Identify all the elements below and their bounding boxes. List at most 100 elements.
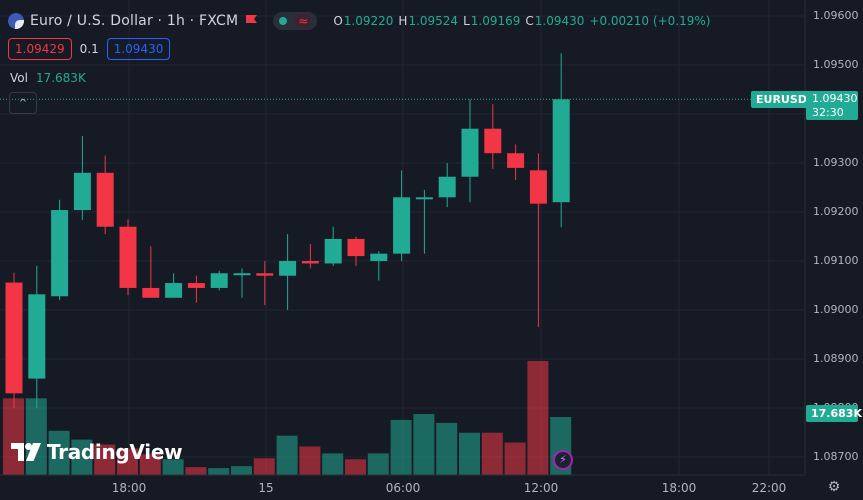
market-open-icon <box>279 17 288 25</box>
candle <box>415 189 433 254</box>
logo-text: TradingView <box>47 440 183 464</box>
candle-body <box>347 238 365 257</box>
time-tick-label: 15 <box>258 481 274 495</box>
time-axis[interactable]: 18:00 15 06:00 12:00 18:00 22:00 <box>0 475 805 500</box>
candle <box>96 155 114 235</box>
chart-header: Euro / U.S. Dollar · 1h · FXCM ≈ O 1.092… <box>8 10 715 32</box>
candle <box>142 246 160 298</box>
time-tick-label: 18:00 <box>111 481 147 495</box>
candle <box>256 261 274 306</box>
candle-body <box>96 172 114 227</box>
low-label: L <box>463 14 470 28</box>
candle-body <box>461 128 479 177</box>
candle <box>73 136 91 220</box>
candle <box>28 265 46 408</box>
volume-label: Vol <box>10 71 28 85</box>
candle-body <box>507 153 525 168</box>
time-tick-label: 22:00 <box>751 481 787 495</box>
volume-value: 17.683K <box>35 71 86 85</box>
candle-body <box>119 226 137 288</box>
candle <box>187 275 205 303</box>
status-pill[interactable]: ≈ <box>273 12 318 30</box>
volume-bar <box>299 446 321 475</box>
candle-body <box>256 273 274 276</box>
volume-bar <box>390 419 412 475</box>
candle <box>461 99 479 203</box>
time-tick-label: 18:00 <box>661 481 697 495</box>
candle-body <box>165 283 183 298</box>
open-value: 1.09220 <box>343 14 394 28</box>
tradingview-logo[interactable]: TradingView <box>11 440 183 464</box>
last-price-value: 1.09430 <box>812 92 858 105</box>
candle <box>233 268 251 298</box>
currency-flag-icon <box>8 13 24 29</box>
price-tick-label: 1.09500 <box>813 58 859 71</box>
candle-body <box>415 197 433 200</box>
candle <box>210 270 228 291</box>
change-value: +0.00210 (+0.19%) <box>589 14 711 28</box>
volume-bar <box>185 467 207 475</box>
candle-body <box>5 282 23 394</box>
volume-bar <box>48 430 70 475</box>
candle-body <box>484 128 502 154</box>
candle <box>165 273 183 298</box>
candle-body <box>370 253 388 261</box>
price-axis[interactable]: 1.096001.095001.094001.093001.092001.091… <box>805 0 863 475</box>
candle-body <box>51 210 69 297</box>
volume-bar <box>231 466 252 475</box>
candle-body <box>529 170 547 204</box>
volume-bar <box>367 453 389 475</box>
candle <box>529 153 547 328</box>
time-tick-label: 06:00 <box>385 481 421 495</box>
low-value: 1.09169 <box>470 14 521 28</box>
collapse-legend-button[interactable]: ^ <box>9 92 37 114</box>
symbol-badge: EURUSD <box>751 91 812 108</box>
candle-body <box>552 99 570 203</box>
tradingview-logo-icon <box>11 443 41 461</box>
last-price-badge: 1.09430 32:30 <box>806 91 858 120</box>
price-tick-label: 1.08700 <box>813 450 859 463</box>
bolt-icon[interactable]: ⚡ <box>553 450 573 470</box>
symbol-title[interactable]: Euro / U.S. Dollar · 1h · FXCM <box>30 13 239 29</box>
candle <box>51 199 69 301</box>
candle <box>324 226 342 266</box>
price-tick-label: 1.09100 <box>813 254 859 267</box>
candle-body <box>301 261 319 264</box>
volume-bar <box>117 448 138 475</box>
candle <box>301 243 319 269</box>
candle <box>552 53 570 228</box>
wave-icon: ≈ <box>295 14 312 28</box>
high-label: H <box>398 14 408 28</box>
candle-body <box>28 294 46 379</box>
candle <box>438 163 456 208</box>
candle-body <box>233 273 251 276</box>
volume-bar <box>71 439 93 475</box>
candle <box>119 219 137 296</box>
candle-body <box>187 283 205 288</box>
candle <box>484 104 502 169</box>
price-tick-label: 1.09300 <box>813 156 859 169</box>
high-value: 1.09524 <box>408 14 459 28</box>
price-tick-label: 1.08900 <box>813 352 859 365</box>
volume-bar <box>527 360 549 475</box>
candle <box>347 236 365 266</box>
volume-bar <box>276 435 298 475</box>
volume-bar <box>208 468 230 475</box>
flag-icon[interactable] <box>246 14 258 28</box>
volume-bar <box>436 422 458 475</box>
ohlc-values: O 1.09220 H 1.09524 L 1.09169 C 1.09430 … <box>333 14 715 28</box>
sell-button[interactable]: 1.09429 <box>8 38 72 60</box>
quote-row: 1.09429 0.1 1.09430 <box>8 38 171 60</box>
candle-body <box>73 172 91 211</box>
bar-countdown: 32:30 <box>812 106 844 119</box>
volume-bar <box>139 454 161 475</box>
volume-bar <box>322 453 344 475</box>
candle-body <box>393 197 411 254</box>
candle <box>393 170 411 261</box>
candle <box>279 234 297 310</box>
candle-body <box>324 238 342 264</box>
volume-legend: Vol 17.683K <box>10 71 86 85</box>
settings-icon[interactable]: ⚙ <box>827 479 841 495</box>
buy-button[interactable]: 1.09430 <box>106 38 171 60</box>
